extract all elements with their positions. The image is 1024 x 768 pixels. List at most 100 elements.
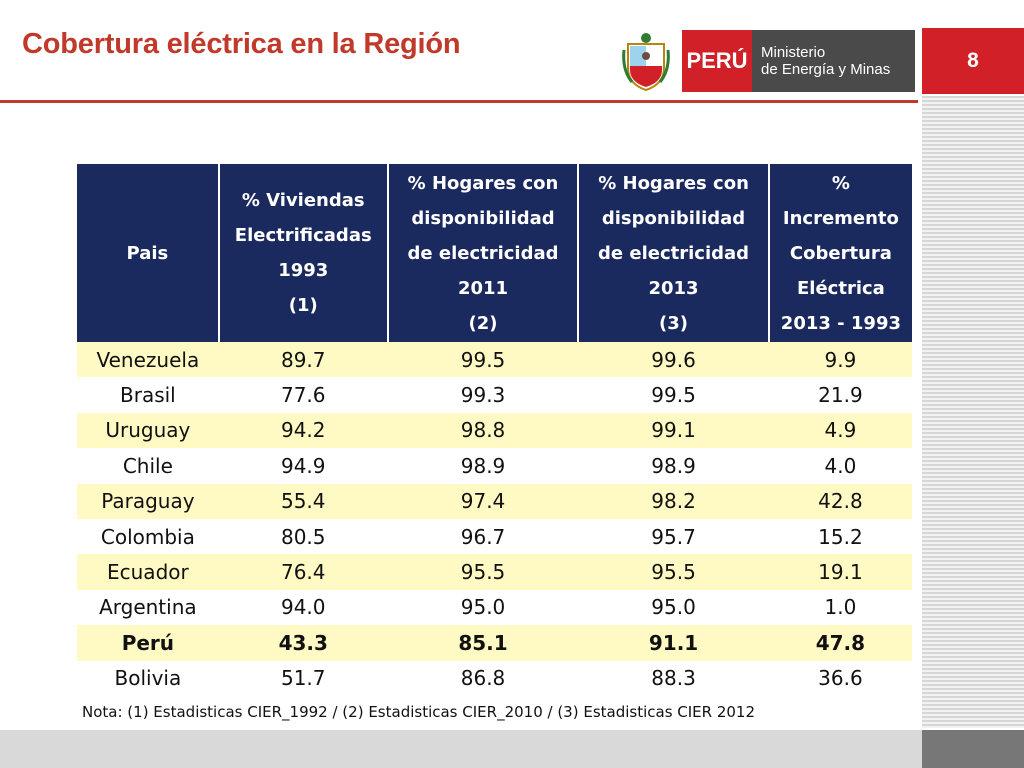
- ministry-logo: PERÚ Ministerio de Energía y Minas: [622, 30, 915, 92]
- slide-number: 8: [922, 28, 1024, 94]
- hogares-2013-cell: 95.5: [578, 554, 769, 590]
- hogares-2011-cell: 96.7: [387, 518, 579, 555]
- table-row: Colombia 80.5 96.7 95.7 15.2: [77, 518, 912, 555]
- column-header-line: (1): [288, 295, 318, 316]
- viviendas-1993-cell: 94.9: [218, 448, 388, 484]
- column-header-line: Cobertura: [789, 242, 892, 264]
- hogares-2013-cell: 91.1: [578, 625, 769, 661]
- column-header-line: Electrificadas: [234, 225, 372, 246]
- hogares-2011-cell: 97.4: [387, 483, 579, 519]
- incremento-cell: 47.8: [768, 625, 912, 661]
- country-cell: Bolivia: [77, 660, 219, 696]
- hogares-2013-cell: 99.6: [578, 342, 769, 378]
- column-header-line: % Hogares con: [407, 172, 559, 194]
- hogares-2011-cell: 95.5: [387, 554, 579, 590]
- hogares-2011-cell: 98.8: [387, 412, 579, 449]
- viviendas-1993-cell: 51.7: [218, 660, 388, 696]
- table-row: Bolivia 51.7 86.8 88.3 36.6: [77, 660, 912, 696]
- ministry-line-1: Ministerio: [761, 44, 826, 61]
- hogares-2013-cell: 99.5: [578, 377, 769, 413]
- column-header-line: Pais: [126, 242, 169, 264]
- incremento-cell: 21.9: [768, 377, 912, 413]
- page-title: Cobertura eléctrica en la Región: [22, 28, 461, 60]
- hogares-2011-cell: 86.8: [387, 660, 579, 696]
- table-note: Nota: (1) Estadisticas CIER_1992 / (2) E…: [82, 703, 756, 721]
- country-cell: Colombia: [77, 518, 219, 555]
- coat-of-arms-icon: [622, 33, 670, 92]
- incremento-cell: 19.1: [768, 554, 912, 590]
- country-cell: Venezuela: [77, 342, 219, 378]
- table-body: Venezuela 89.7 99.5 99.6 9.9 Brasil 77.6 99.3 99…: [77, 342, 912, 696]
- column-header-line: de electricidad: [598, 242, 750, 264]
- hogares-2013-cell: 88.3: [578, 660, 769, 696]
- column-header-line: % Viviendas: [241, 190, 365, 211]
- incremento-cell: 1.0: [768, 589, 912, 626]
- hogares-2011-cell: 95.0: [387, 589, 579, 626]
- country-cell: Uruguay: [77, 412, 219, 449]
- hogares-2013-cell: 99.1: [578, 412, 769, 449]
- table-row: Uruguay 94.2 98.8 99.1 4.9: [77, 412, 912, 449]
- decorative-stripes: [922, 96, 1024, 728]
- viviendas-1993-cell: 43.3: [218, 625, 388, 661]
- column-header-line: Eléctrica: [797, 277, 885, 299]
- hogares-2011-cell: 98.9: [387, 448, 579, 484]
- incremento-cell: 4.9: [768, 412, 912, 449]
- hogares-2011-cell: 99.3: [387, 377, 579, 413]
- viviendas-1993-cell: 94.0: [218, 589, 388, 626]
- incremento-cell: 4.0: [768, 448, 912, 484]
- column-header: % Hogares con disponibilidad de electricid…: [578, 164, 770, 342]
- country-cell: Brasil: [77, 377, 219, 413]
- viviendas-1993-cell: 76.4: [218, 554, 388, 590]
- column-header: Pais: [77, 164, 220, 342]
- table-row: Argentina 94.0 95.0 95.0 1.0: [77, 589, 912, 626]
- column-header-line: (2): [468, 312, 498, 334]
- hogares-2013-cell: 98.9: [578, 448, 769, 484]
- column-header-line: 1993: [278, 260, 329, 281]
- table-row: Ecuador 76.4 95.5 95.5 19.1: [77, 554, 912, 590]
- table-row: Venezuela 89.7 99.5 99.6 9.9: [77, 342, 912, 378]
- table-header-row: Pais % Viviendas Electrificadas 1993 (1) % Ho…: [77, 164, 912, 342]
- viviendas-1993-cell: 77.6: [218, 377, 388, 413]
- column-header-line: de electricidad: [407, 242, 559, 264]
- country-cell: Perú: [77, 625, 219, 661]
- column-header-line: (3): [659, 312, 689, 334]
- table-row: Paraguay 55.4 97.4 98.2 42.8: [77, 483, 912, 519]
- incremento-cell: 36.6: [768, 660, 912, 696]
- viviendas-1993-cell: 80.5: [218, 518, 388, 555]
- hogares-2013-cell: 95.7: [578, 518, 769, 555]
- incremento-cell: 42.8: [768, 483, 912, 519]
- coverage-table: Pais % Viviendas Electrificadas 1993 (1) % Ho…: [77, 164, 912, 696]
- hogares-2013-cell: 95.0: [578, 589, 769, 626]
- hogares-2013-cell: 98.2: [578, 483, 769, 519]
- table-row: Perú 43.3 85.1 91.1 47.8: [77, 625, 912, 661]
- viviendas-1993-cell: 94.2: [218, 412, 388, 449]
- column-header: % Incremento Cobertura Eléctrica 2013 - 1993: [768, 164, 912, 342]
- column-header-line: 2011: [457, 277, 509, 299]
- country-cell: Chile: [77, 448, 219, 484]
- country-cell: Paraguay: [77, 483, 219, 519]
- country-cell: Argentina: [77, 589, 219, 626]
- incremento-cell: 9.9: [768, 342, 912, 378]
- viviendas-1993-cell: 89.7: [218, 342, 388, 378]
- column-header-line: disponibilidad: [601, 207, 746, 229]
- column-header-line: %: [831, 172, 850, 194]
- country-cell: Ecuador: [77, 554, 219, 590]
- column-header-line: 2013 - 1993: [780, 312, 901, 334]
- table-row: Brasil 77.6 99.3 99.5 21.9: [77, 377, 912, 413]
- hogares-2011-cell: 85.1: [387, 625, 579, 661]
- footer-band: [0, 730, 1024, 768]
- column-header-line: disponibilidad: [411, 207, 555, 229]
- ministry-line-2: de Energía y Minas: [761, 61, 891, 78]
- hogares-2011-cell: 99.5: [387, 342, 579, 378]
- peru-brand-box: PERÚ: [682, 30, 752, 92]
- incremento-cell: 15.2: [768, 518, 912, 555]
- title-divider: [0, 100, 918, 103]
- table-row: Chile 94.9 98.9 98.9 4.0: [77, 448, 912, 484]
- footer-dark-block: [922, 730, 1024, 768]
- column-header: % Hogares con disponibilidad de electricid…: [387, 164, 580, 342]
- column-header-line: % Hogares con: [598, 172, 749, 194]
- column-header-line: Incremento: [782, 207, 899, 229]
- ministry-brand-box: Ministerio de Energía y Minas: [752, 30, 915, 92]
- column-header: % Viviendas Electrificadas 1993 (1): [218, 164, 389, 342]
- column-header-line: 2013: [648, 277, 699, 299]
